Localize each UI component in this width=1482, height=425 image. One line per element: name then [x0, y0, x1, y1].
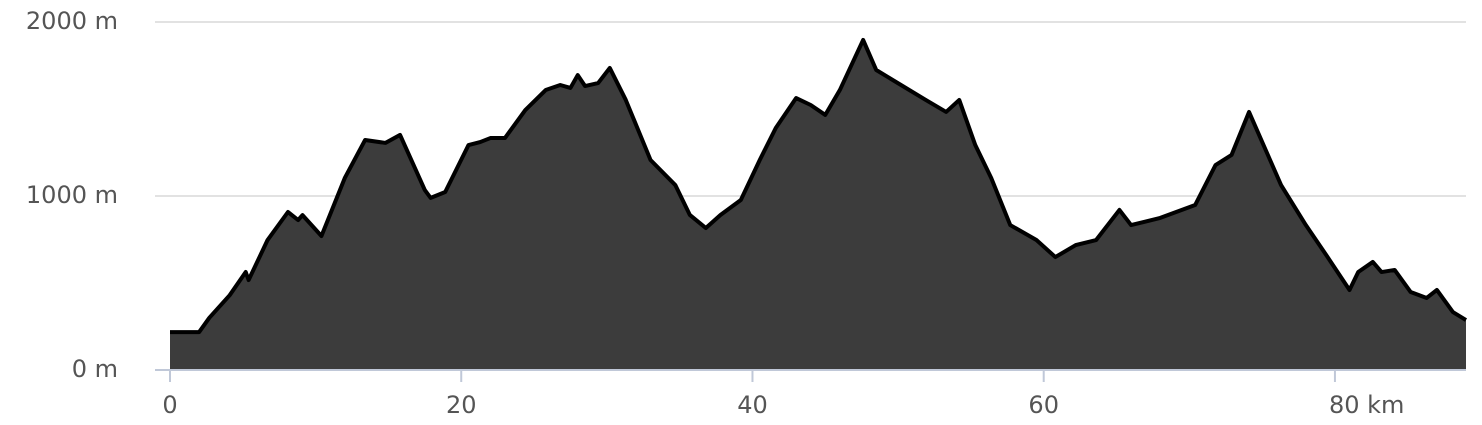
x-tick-label: 60 — [1028, 391, 1059, 419]
elevation-line — [170, 37, 1468, 335]
y-tick-label: 0 m — [72, 355, 118, 383]
x-tick-label: 0 — [162, 391, 177, 419]
x-tick-label: 80 km — [1329, 391, 1404, 419]
x-tick-label: 40 — [737, 391, 768, 419]
x-tick-label: 20 — [446, 391, 477, 419]
y-tick-label: 2000 m — [26, 7, 118, 35]
elevation-area — [170, 39, 1466, 371]
y-tick-label: 1000 m — [26, 181, 118, 209]
